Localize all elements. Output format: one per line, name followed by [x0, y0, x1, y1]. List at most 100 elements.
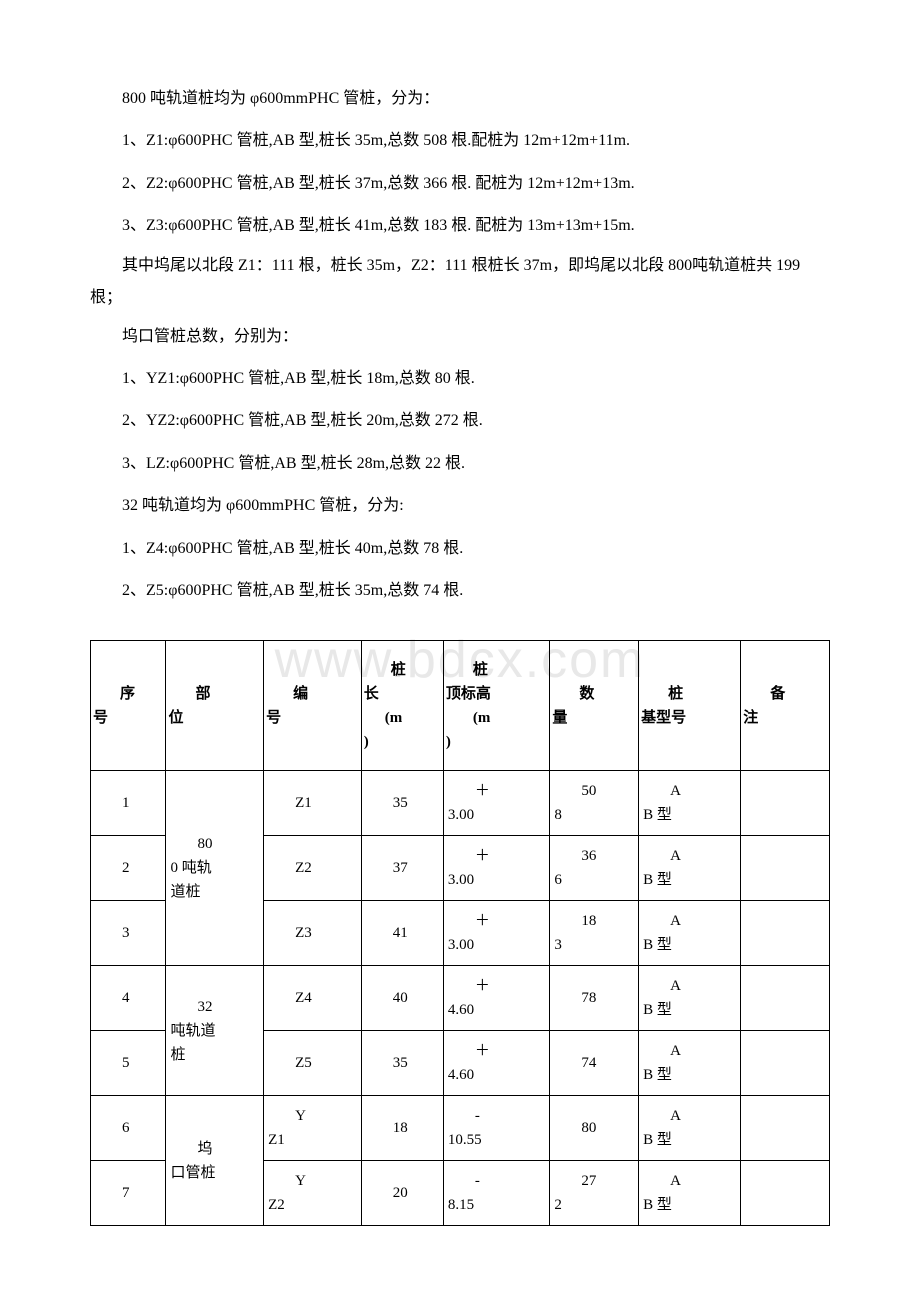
cell-seq: 5	[91, 1031, 166, 1096]
cell-text: Z5	[268, 1051, 357, 1075]
cell-text: 3	[95, 921, 161, 945]
cell-text: 3.00	[448, 933, 546, 957]
cell-note	[741, 771, 830, 836]
paragraph: 2、Z2:φ600PHC 管桩,AB 型,桩长 37m,总数 366 根. 配桩…	[90, 165, 830, 203]
cell-text: 0 吨轨	[170, 856, 259, 880]
paragraph: 3、Z3:φ600PHC 管桩,AB 型,桩长 41m,总数 183 根. 配桩…	[90, 207, 830, 245]
header-text: 号	[266, 706, 359, 730]
cell-type: A B 型	[639, 771, 741, 836]
cell-seq: 1	[91, 771, 166, 836]
paragraph: 1、YZ1:φ600PHC 管桩,AB 型,桩长 18m,总数 80 根.	[90, 360, 830, 398]
cell-text: -	[448, 1104, 546, 1128]
cell-qty: 18 3	[550, 901, 639, 966]
cell-text: ＋	[448, 779, 546, 803]
table-row: 4 32 吨轨道 桩 Z4 40 ＋ 4.60 78 A B 型	[91, 966, 830, 1031]
cell-text: 80	[170, 832, 259, 856]
cell-text: 口管桩	[170, 1161, 259, 1185]
cell-text: 4.60	[448, 1063, 546, 1087]
cell-len: 35	[361, 771, 443, 836]
cell-text: A	[643, 779, 736, 803]
cell-text: 36	[554, 844, 634, 868]
header-text: )	[446, 730, 548, 754]
cell-type: A B 型	[639, 836, 741, 901]
cell-code: Z2	[264, 836, 362, 901]
cell-text: B 型	[643, 1128, 736, 1152]
cell-text: 道桩	[170, 880, 259, 904]
cell-elev: ＋ 4.60	[443, 966, 550, 1031]
cell-text: Z3	[268, 921, 357, 945]
cell-text: 1	[95, 791, 161, 815]
cell-text: 41	[366, 921, 439, 945]
cell-note	[741, 966, 830, 1031]
header-text: 顶标高	[446, 682, 548, 706]
cell-elev: ＋ 3.00	[443, 771, 550, 836]
header-text: 序	[93, 682, 163, 706]
cell-len: 20	[361, 1161, 443, 1226]
cell-len: 35	[361, 1031, 443, 1096]
table-row: 6 坞 口管桩 Y Z1 18 - 10.55 80 A B 型	[91, 1096, 830, 1161]
cell-text: 35	[366, 1051, 439, 1075]
paragraph: 坞口管桩总数，分别为：	[90, 318, 830, 356]
header-elevation: 桩 顶标高 (m )	[443, 641, 550, 771]
cell-text: ＋	[448, 844, 546, 868]
header-text: (m	[446, 706, 548, 730]
header-text: 备	[743, 682, 827, 706]
cell-text: 37	[366, 856, 439, 880]
cell-text: A	[643, 974, 736, 998]
cell-note	[741, 836, 830, 901]
cell-text: 7	[95, 1181, 161, 1205]
cell-text: 40	[366, 986, 439, 1010]
cell-code: Z4	[264, 966, 362, 1031]
cell-qty: 27 2	[550, 1161, 639, 1226]
header-text: 部	[168, 682, 261, 706]
header-code: 编 号	[264, 641, 362, 771]
cell-text: 35	[366, 791, 439, 815]
cell-qty: 36 6	[550, 836, 639, 901]
cell-text: Z4	[268, 986, 357, 1010]
cell-part-dockmouth: 坞 口管桩	[166, 1096, 264, 1226]
cell-text: 2	[95, 856, 161, 880]
cell-text: 6	[554, 868, 634, 892]
cell-type: A B 型	[639, 1161, 741, 1226]
header-part: 部 位	[166, 641, 264, 771]
cell-qty: 74	[550, 1031, 639, 1096]
cell-text: 78	[554, 986, 634, 1010]
cell-text: A	[643, 844, 736, 868]
cell-seq: 7	[91, 1161, 166, 1226]
cell-text: ＋	[448, 909, 546, 933]
cell-text: 27	[554, 1169, 634, 1193]
paragraph: 1、Z4:φ600PHC 管桩,AB 型,桩长 40m,总数 78 根.	[90, 530, 830, 568]
cell-text: B 型	[643, 803, 736, 827]
cell-text: 6	[95, 1116, 161, 1140]
paragraph: 其中坞尾以北段 Z1：111 根，桩长 35m，Z2：111 根桩长 37m，即…	[90, 250, 830, 314]
cell-qty: 78	[550, 966, 639, 1031]
cell-text: 坞	[170, 1137, 259, 1161]
header-note: 备 注	[741, 641, 830, 771]
header-text: 量	[552, 706, 636, 730]
cell-text: B 型	[643, 1193, 736, 1217]
cell-text: A	[643, 1169, 736, 1193]
cell-code: Z5	[264, 1031, 362, 1096]
cell-text: 3	[554, 933, 634, 957]
cell-note	[741, 1031, 830, 1096]
header-text: 位	[168, 706, 261, 730]
cell-text: 20	[366, 1181, 439, 1205]
header-type: 桩 基型号	[639, 641, 741, 771]
header-text: 桩	[446, 658, 548, 682]
cell-len: 41	[361, 901, 443, 966]
pile-table: 序 号 部 位 编 号 桩 长 (m ) 桩	[90, 640, 830, 1226]
cell-seq: 6	[91, 1096, 166, 1161]
cell-text: Y	[268, 1169, 357, 1193]
cell-text: ＋	[448, 1039, 546, 1063]
header-text: 桩	[641, 682, 738, 706]
paragraph: 800 吨轨道桩均为 φ600mmPHC 管桩，分为：	[90, 80, 830, 118]
header-length: 桩 长 (m )	[361, 641, 443, 771]
cell-text: 8	[554, 803, 634, 827]
cell-code: Y Z2	[264, 1161, 362, 1226]
cell-text: 50	[554, 779, 634, 803]
cell-text: 3.00	[448, 803, 546, 827]
header-qty: 数 量	[550, 641, 639, 771]
cell-code: Z1	[264, 771, 362, 836]
header-text: 长	[364, 682, 441, 706]
cell-text: 32	[170, 995, 259, 1019]
